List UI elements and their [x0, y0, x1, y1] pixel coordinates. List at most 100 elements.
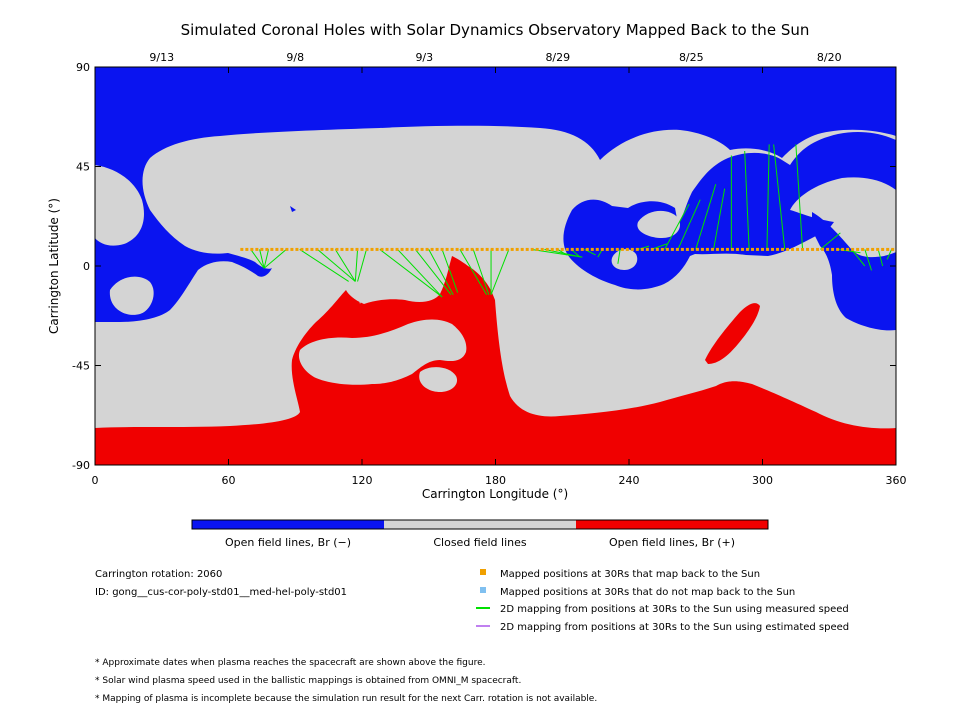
mapped-point	[811, 247, 815, 251]
mapped-point	[725, 247, 729, 251]
date-tick-label: 9/13	[149, 51, 174, 64]
mapped-point	[515, 247, 519, 251]
mapped-point	[685, 247, 689, 251]
mapped-point	[565, 247, 569, 251]
x-tick-label: 360	[886, 474, 907, 487]
mapped-point	[560, 247, 564, 251]
mapped-point	[645, 247, 649, 251]
mapping-line	[428, 249, 454, 295]
mapped-point	[420, 247, 424, 251]
mapped-point	[440, 247, 444, 251]
mapped-point	[340, 247, 344, 251]
colorbar-label-positive: Open field lines, Br (+)	[609, 536, 735, 549]
mapped-point	[700, 247, 704, 251]
closed-lobe-inside-positive	[298, 319, 467, 385]
mapped-point	[355, 247, 359, 251]
mapped-point	[280, 247, 284, 251]
mapping-line	[886, 249, 893, 260]
mapped-point	[245, 247, 249, 251]
mapped-point	[831, 247, 835, 251]
mapped-point	[295, 247, 299, 251]
mapped-point	[480, 247, 484, 251]
mapped-point	[265, 247, 269, 251]
legend-label-mapped: Mapped positions at 30Rs that map back t…	[500, 569, 760, 580]
mapping-line	[637, 245, 650, 250]
y-tick-label: -90	[72, 459, 90, 472]
mapped-point	[285, 247, 289, 251]
mapped-point	[720, 247, 724, 251]
field-line-mappings	[250, 144, 893, 298]
mapped-point	[771, 247, 775, 251]
mapped-point	[735, 247, 739, 251]
mapped-point	[365, 247, 369, 251]
mapping-line	[441, 249, 459, 293]
mapped-point	[590, 247, 594, 251]
mapped-point	[290, 247, 294, 251]
mapped-point	[690, 247, 694, 251]
mapping-line	[415, 249, 452, 296]
note-1: * Approximate dates when plasma reaches …	[95, 658, 486, 668]
mapping-line	[695, 184, 717, 250]
mapped-point	[270, 247, 274, 251]
mapped-point	[881, 247, 885, 251]
mapped-point	[675, 247, 679, 251]
mapping-line	[357, 249, 367, 282]
mapping-line	[851, 249, 866, 267]
closed-island-mid-1	[637, 210, 681, 238]
closed-island-mid-2	[611, 249, 638, 270]
colorbar-segment-negative	[192, 520, 384, 529]
date-tick-label: 9/3	[415, 51, 433, 64]
positive-east-strip	[705, 303, 760, 364]
mapped-point	[680, 247, 684, 251]
mapping-line	[472, 249, 490, 295]
mapped-point	[766, 247, 770, 251]
mapping-line	[259, 249, 265, 269]
date-axis-ticks: 9/13 9/8 9/3 8/29 8/25 8/20	[149, 51, 841, 64]
negative-north-polar-hole	[95, 67, 896, 290]
carrington-rotation-text: Carrington rotation: 2060	[95, 569, 222, 580]
mapped-point	[846, 247, 850, 251]
mapped-point	[730, 247, 734, 251]
mapped-point	[836, 247, 840, 251]
mapped-point	[330, 247, 334, 251]
mapped-point	[460, 247, 464, 251]
mapped-point	[605, 247, 609, 251]
mapped-point	[390, 247, 394, 251]
x-tick-label: 180	[485, 474, 506, 487]
mapped-point	[545, 247, 549, 251]
mapped-point	[705, 247, 709, 251]
mapped-point	[510, 247, 514, 251]
mapped-point	[410, 247, 414, 251]
mapped-point	[715, 247, 719, 251]
date-tick-label: 9/8	[286, 51, 304, 64]
mapped-point	[821, 247, 825, 251]
mapping-line	[557, 248, 567, 256]
mapping-line	[664, 203, 690, 250]
mapped-point	[450, 247, 454, 251]
mapped-point	[395, 247, 399, 251]
mapped-point	[851, 247, 855, 251]
date-tick-label: 8/29	[545, 51, 570, 64]
x-tick-label: 300	[752, 474, 773, 487]
mapped-point	[575, 247, 579, 251]
mapped-point	[360, 247, 364, 251]
mapped-point	[520, 247, 524, 251]
mapped-point	[625, 247, 629, 251]
mapping-line	[379, 249, 443, 298]
mapped-point	[826, 247, 830, 251]
x-axis-label: Carrington Longitude (°)	[422, 487, 568, 501]
negative-north-polar-lobe-west	[95, 67, 896, 322]
y-axis-ticks: 90 45 0 -45 -90	[72, 61, 896, 472]
mapped-point	[655, 247, 659, 251]
mapped-point	[620, 247, 624, 251]
mapped-point	[490, 247, 494, 251]
mapping-line	[263, 249, 270, 269]
mapped-point	[861, 247, 865, 251]
legend-label-unmapped: Mapped positions at 30Rs that do not map…	[500, 587, 795, 598]
mapped-point	[876, 247, 880, 251]
mapped-point	[841, 247, 845, 251]
mapping-line	[766, 144, 770, 250]
mapped-point	[475, 247, 479, 251]
mapped-point	[445, 247, 449, 251]
mapped-point	[615, 247, 619, 251]
